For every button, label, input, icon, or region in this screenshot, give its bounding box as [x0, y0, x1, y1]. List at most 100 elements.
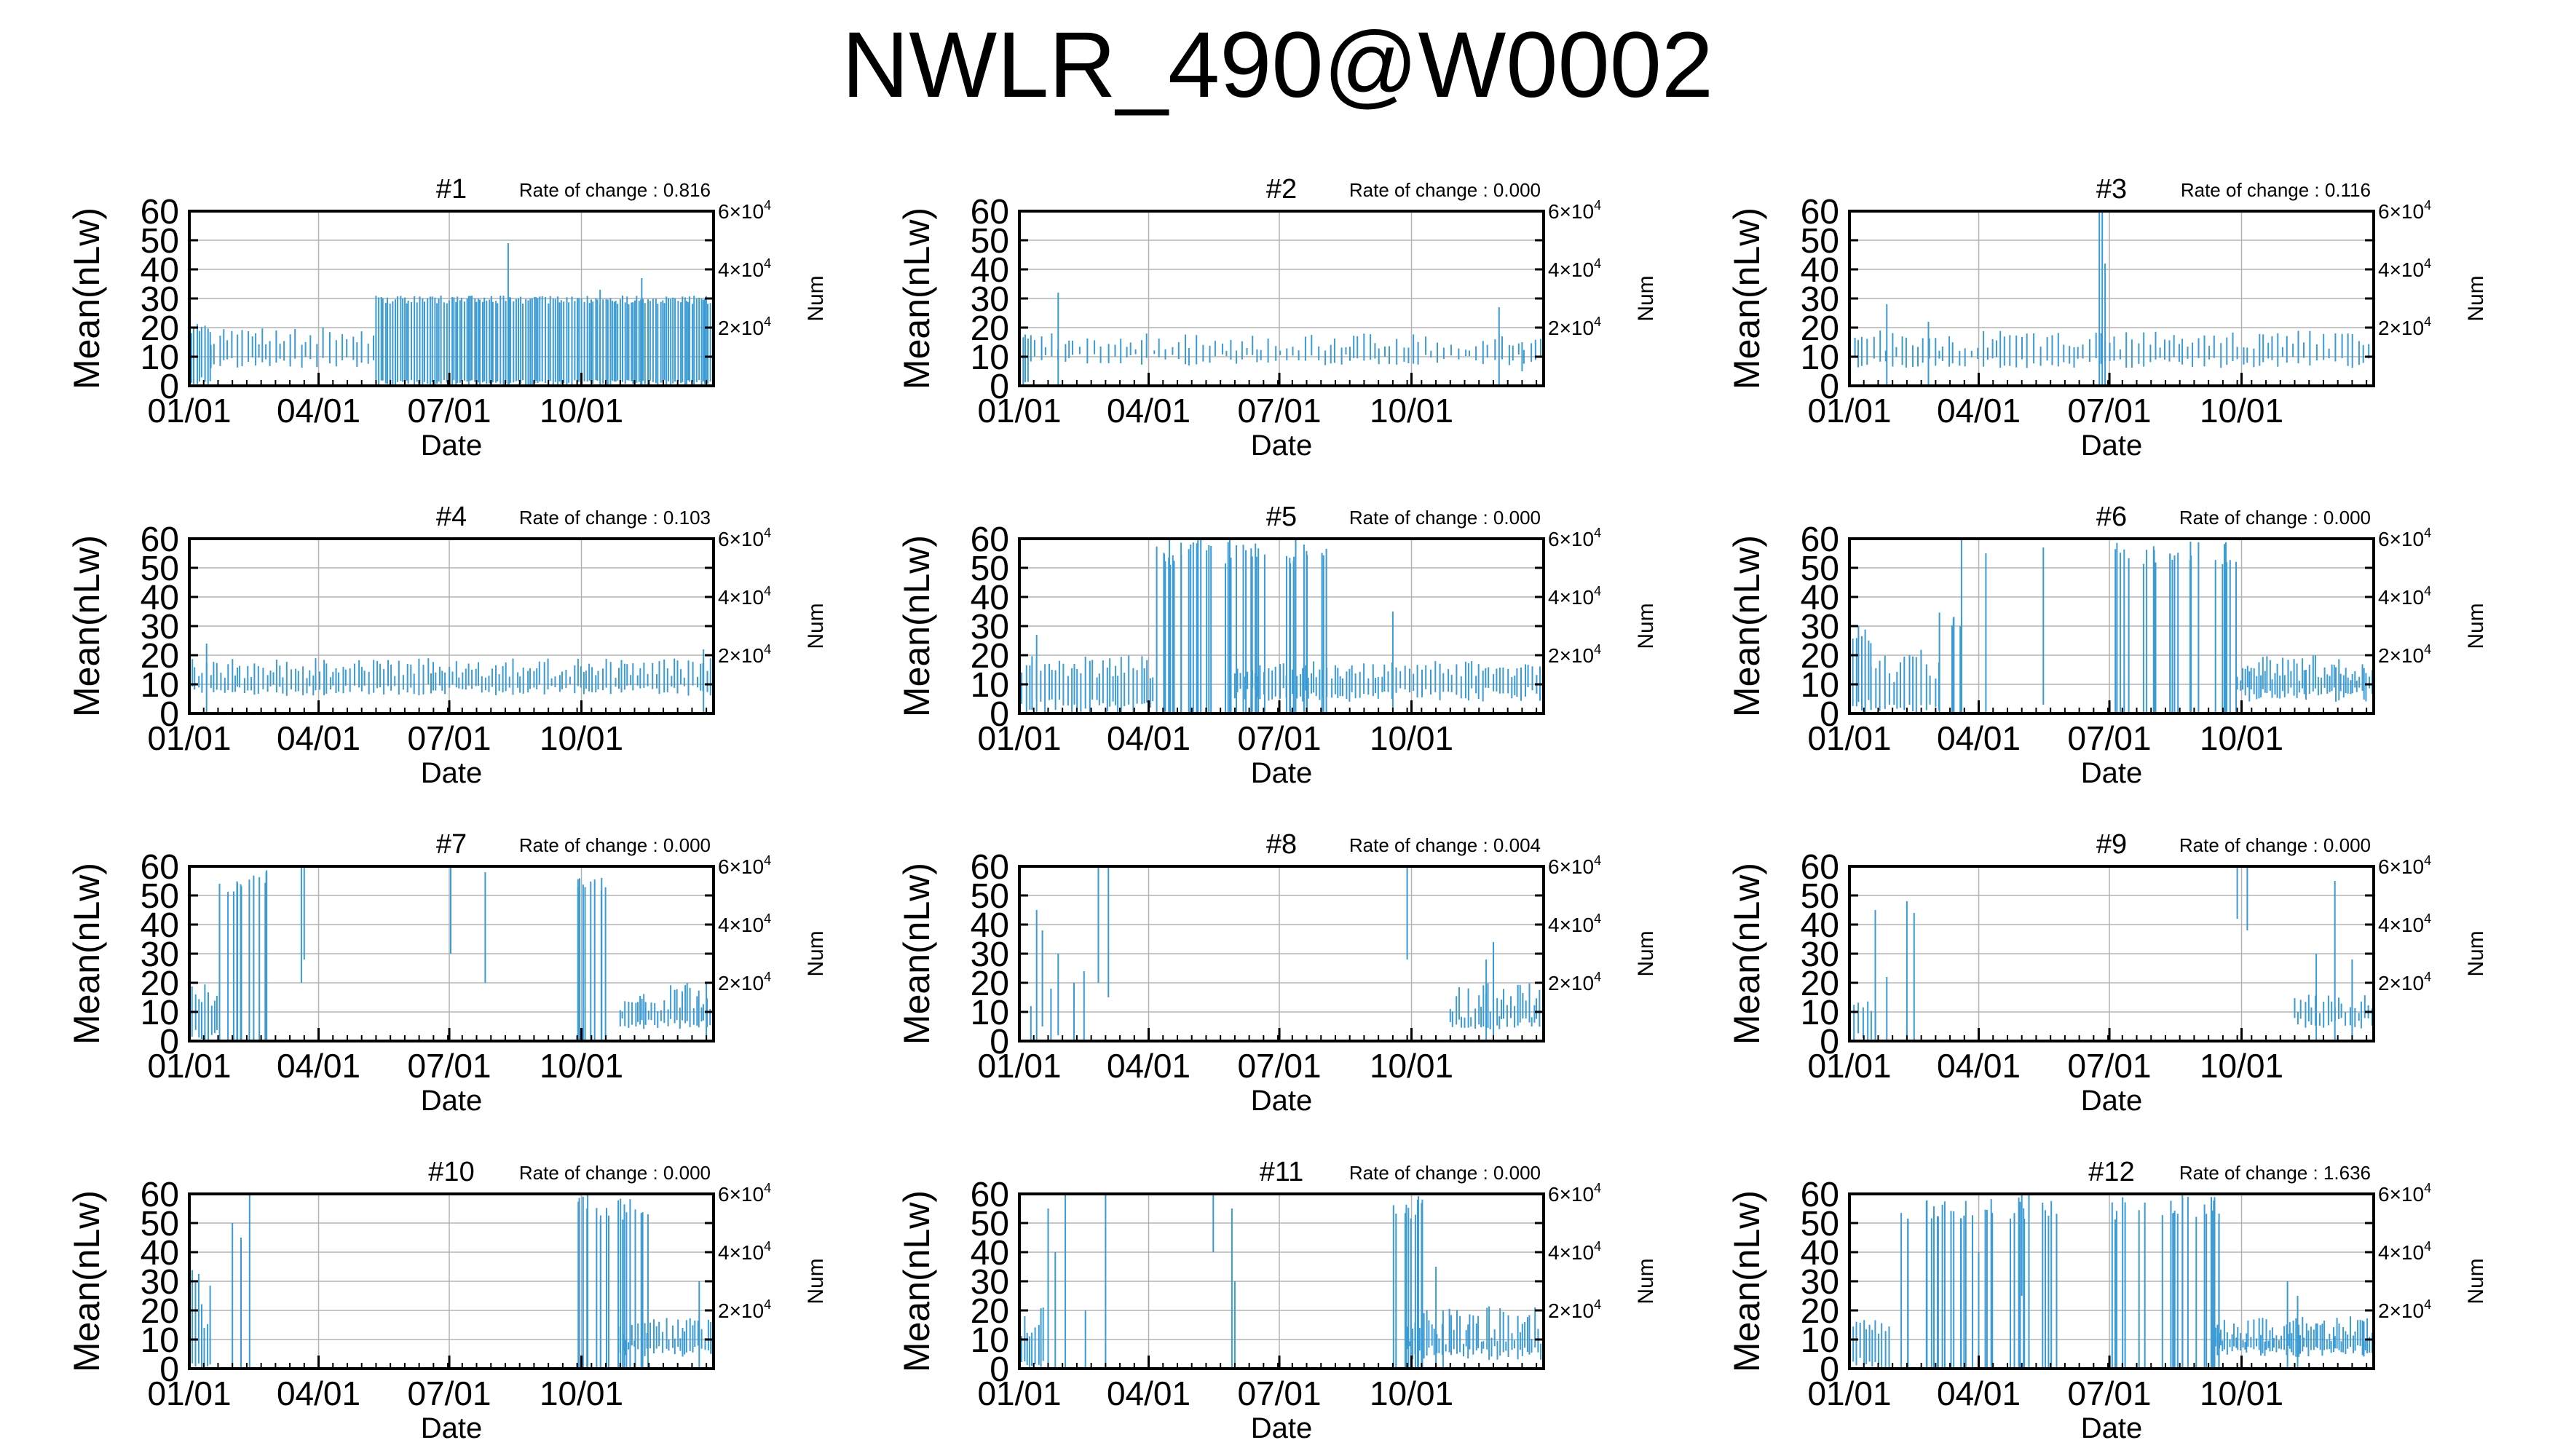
- y2-axis-label: Num: [804, 275, 828, 321]
- y-tick-label: 20: [1801, 309, 1839, 348]
- y2-tick-label: 2×104: [718, 642, 771, 667]
- x-tick-label: 04/01: [277, 1374, 360, 1412]
- y-tick-label: 60: [971, 521, 1009, 559]
- x-tick-label: 07/01: [407, 1374, 491, 1412]
- x-tick-label: 10/01: [2200, 1374, 2283, 1412]
- y2-tick-label: 6×104: [2378, 853, 2431, 878]
- y2-tick-label: 4×104: [718, 256, 771, 281]
- y-tick-label: 20: [1801, 1292, 1839, 1331]
- data-series: [1849, 1194, 2373, 1369]
- y2-tick-label: 6×104: [718, 198, 771, 223]
- y-tick-label: 0: [990, 695, 1009, 734]
- panel-title: #12: [2088, 1157, 2134, 1187]
- y-tick-label: 60: [1801, 521, 1839, 559]
- y-tick-label: 30: [141, 1263, 179, 1302]
- y-tick-label: 10: [141, 339, 179, 377]
- panel-title: #4: [436, 502, 467, 532]
- y-tick-label: 0: [159, 1023, 179, 1061]
- panel-title: #3: [2096, 174, 2127, 205]
- y-tick-label: 40: [141, 579, 179, 617]
- y-tick-label: 50: [1801, 222, 1839, 261]
- y-tick-label: 10: [141, 666, 179, 705]
- x-axis-label: Date: [1251, 1085, 1313, 1117]
- x-tick-label: 01/01: [1807, 1047, 1891, 1085]
- rate-of-change: Rate of change : 0.116: [2181, 179, 2371, 201]
- y-tick-label: 50: [141, 1205, 179, 1243]
- y-tick-label: 60: [1801, 1176, 1839, 1214]
- y-tick-label: 20: [971, 637, 1009, 676]
- x-tick-label: 07/01: [407, 1047, 491, 1085]
- panel-title: #11: [1260, 1157, 1304, 1187]
- rate-of-change: Rate of change : 0.816: [519, 179, 711, 201]
- x-tick-label: 07/01: [407, 719, 491, 757]
- x-tick-label: 04/01: [1107, 392, 1190, 430]
- x-tick-label: 01/01: [147, 1047, 231, 1085]
- y-tick-label: 10: [971, 666, 1009, 705]
- x-tick-label: 07/01: [2067, 1047, 2151, 1085]
- panel-title: #7: [436, 829, 467, 860]
- y-tick-label: 30: [971, 608, 1009, 646]
- x-tick-label: 10/01: [540, 719, 623, 757]
- y-tick-label: 40: [141, 906, 179, 945]
- y-tick-label: 0: [1820, 368, 1839, 406]
- x-tick-label: 04/01: [1937, 1047, 2021, 1085]
- x-tick-label: 01/01: [1807, 719, 1891, 757]
- data-series: [1019, 539, 1544, 713]
- y2-tick-label: 6×104: [1548, 853, 1601, 878]
- data-series: [189, 1194, 714, 1369]
- y2-axis-label: Num: [804, 603, 828, 649]
- panel-title: #5: [1266, 502, 1297, 532]
- y2-axis-label: Num: [804, 1258, 828, 1304]
- x-tick-label: 07/01: [1237, 719, 1321, 757]
- y-tick-label: 50: [141, 222, 179, 261]
- rate-of-change: Rate of change : 0.103: [519, 507, 711, 529]
- y-tick-label: 40: [141, 251, 179, 290]
- y-tick-label: 60: [971, 848, 1009, 887]
- y-tick-label: 50: [971, 222, 1009, 261]
- x-tick-label: 07/01: [1237, 392, 1321, 430]
- y-tick-label: 0: [159, 695, 179, 734]
- y-tick-label: 0: [159, 1350, 179, 1389]
- x-axis-label: Date: [2081, 1085, 2143, 1117]
- y2-tick-label: 4×104: [2378, 584, 2431, 609]
- y-tick-label: 10: [1801, 994, 1839, 1032]
- x-tick-label: 10/01: [2200, 392, 2283, 430]
- data-series: [1019, 293, 1541, 386]
- data-series: [1849, 539, 2373, 713]
- y-tick-label: 40: [971, 1234, 1009, 1273]
- page-title: NWLR_490@W0002: [841, 13, 1714, 117]
- y-tick-label: 50: [141, 877, 179, 916]
- y-tick-label: 40: [1801, 906, 1839, 945]
- y-tick-label: 0: [990, 368, 1009, 406]
- panel-title: #8: [1266, 829, 1297, 860]
- x-tick-label: 07/01: [2067, 1374, 2151, 1412]
- y-tick-label: 40: [1801, 579, 1839, 617]
- y-axis-label: Mean(nLw): [66, 1190, 107, 1372]
- x-tick-label: 07/01: [2067, 719, 2151, 757]
- y2-tick-label: 4×104: [2378, 256, 2431, 281]
- x-tick-label: 04/01: [277, 719, 360, 757]
- y-tick-label: 20: [141, 1292, 179, 1331]
- x-tick-label: 01/01: [977, 1374, 1061, 1412]
- y-tick-label: 20: [141, 309, 179, 348]
- y-axis-label: Mean(nLw): [66, 207, 107, 389]
- x-tick-label: 01/01: [147, 392, 231, 430]
- x-tick-label: 10/01: [2200, 719, 2283, 757]
- rate-of-change: Rate of change : 0.000: [1349, 179, 1541, 201]
- y2-axis-label: Num: [1634, 930, 1658, 976]
- rate-of-change: Rate of change : 0.004: [1349, 834, 1541, 856]
- y2-tick-label: 2×104: [718, 1297, 771, 1322]
- panel-title: #2: [1266, 174, 1297, 205]
- y2-tick-label: 2×104: [1548, 642, 1601, 667]
- y-axis-label: Mean(nLw): [1726, 535, 1767, 717]
- y2-axis-label: Num: [2464, 930, 2488, 976]
- y-tick-label: 40: [1801, 251, 1839, 290]
- x-tick-label: 07/01: [1237, 1374, 1321, 1412]
- y-tick-label: 60: [1801, 193, 1839, 232]
- y-tick-label: 10: [1801, 339, 1839, 377]
- y2-tick-label: 6×104: [1548, 198, 1601, 223]
